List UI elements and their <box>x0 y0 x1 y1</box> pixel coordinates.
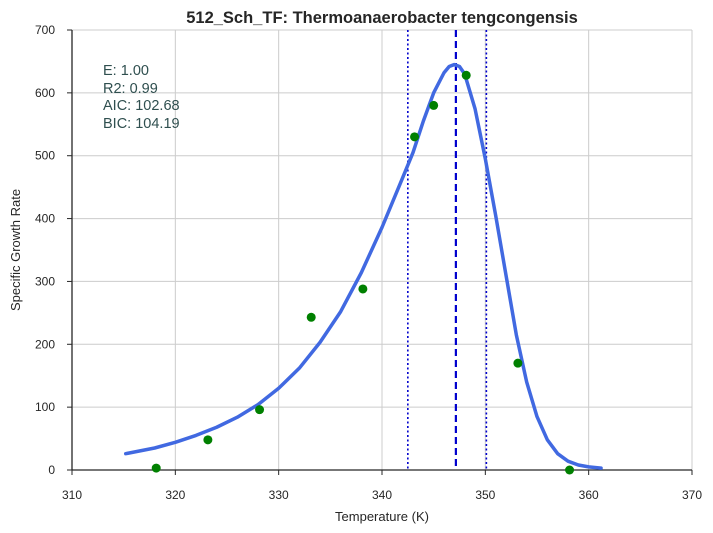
y-tick-label: 400 <box>35 212 55 226</box>
data-point <box>358 284 368 294</box>
stat-aic: AIC: 102.68 <box>103 98 180 114</box>
x-tick-label: 340 <box>372 488 392 502</box>
data-point <box>306 312 316 322</box>
data-point <box>429 100 439 110</box>
axes <box>67 29 693 475</box>
y-axis-label: Specific Growth Rate <box>8 189 23 311</box>
fitted-curve <box>123 62 603 470</box>
stat-r2: R2: 0.99 <box>103 81 158 97</box>
data-point <box>513 358 523 368</box>
x-tick-label: 360 <box>579 488 599 502</box>
y-tick-label: 700 <box>35 23 55 37</box>
y-tick-labels: 0 100 200 300 400 500 600 700 <box>35 23 55 477</box>
x-axis-label: Temperature (K) <box>335 509 429 524</box>
data-point <box>565 465 575 475</box>
stats-annotation: E: 1.00 R2: 0.99 AIC: 102.68 BIC: 104.19 <box>103 63 180 132</box>
x-tick-label: 330 <box>269 488 289 502</box>
x-tick-label: 320 <box>165 488 185 502</box>
data-point <box>410 132 420 142</box>
data-point <box>255 405 265 415</box>
grid <box>72 29 693 470</box>
y-tick-label: 300 <box>35 274 55 288</box>
y-tick-label: 200 <box>35 337 55 351</box>
y-tick-label: 0 <box>48 463 55 477</box>
plot-series <box>123 62 603 475</box>
stat-bic: BIC: 104.19 <box>103 116 180 132</box>
reference-lines <box>407 30 488 470</box>
data-point <box>151 463 161 473</box>
data-point <box>203 435 213 445</box>
y-tick-label: 100 <box>35 400 55 414</box>
stat-e: E: 1.00 <box>103 63 149 79</box>
data-point <box>461 70 471 80</box>
chart-title: 512_Sch_TF: Thermoanaerobacter tengconge… <box>186 9 578 27</box>
x-tick-label: 350 <box>475 488 495 502</box>
x-tick-labels: 310 320 330 340 350 360 370 <box>62 488 702 502</box>
x-tick-label: 310 <box>62 488 82 502</box>
y-tick-label: 600 <box>35 86 55 100</box>
y-tick-label: 500 <box>35 149 55 163</box>
x-tick-label: 370 <box>682 488 702 502</box>
